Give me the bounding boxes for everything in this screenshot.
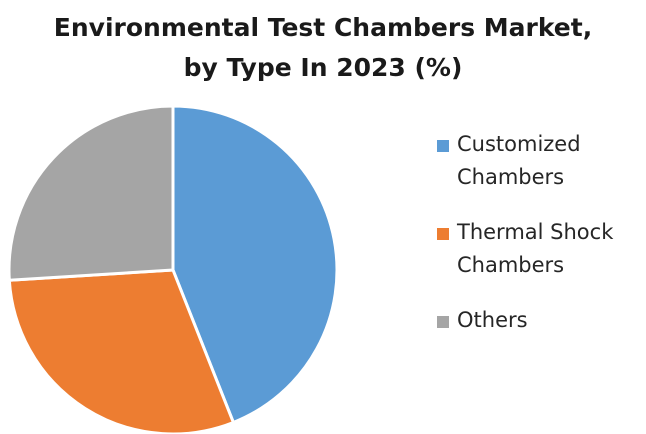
- legend-label-line: Chambers: [457, 253, 565, 277]
- legend-item-others: Others: [435, 304, 640, 337]
- legend-item-thermal-shock-chambers: Thermal Shock Chambers: [435, 216, 640, 282]
- legend-swatch-thermal-shock-chambers: [437, 228, 449, 240]
- chart-title: Environmental Test Chambers Market, by T…: [0, 8, 646, 88]
- legend-label-line: Chambers: [457, 165, 565, 189]
- legend-swatch-others: [437, 316, 449, 328]
- legend-label-line: Thermal Shock: [457, 220, 614, 244]
- chart-title-line-2: by Type In 2023 (%): [183, 53, 463, 82]
- legend-label-line: Others: [457, 308, 528, 332]
- legend-item-customized-chambers: Customized Chambers: [435, 128, 640, 194]
- pie-slice-thermal-shock-chambers: [7, 268, 235, 434]
- legend-swatch-customized-chambers: [437, 140, 449, 152]
- chart-legend: Customized Chambers Thermal Shock Chambe…: [435, 128, 640, 359]
- pie-slice-others: [7, 104, 175, 282]
- pie-slice-customized-chambers: [171, 104, 339, 424]
- legend-label-line: Customized: [457, 132, 581, 156]
- chart-title-line-1: Environmental Test Chambers Market,: [53, 13, 593, 42]
